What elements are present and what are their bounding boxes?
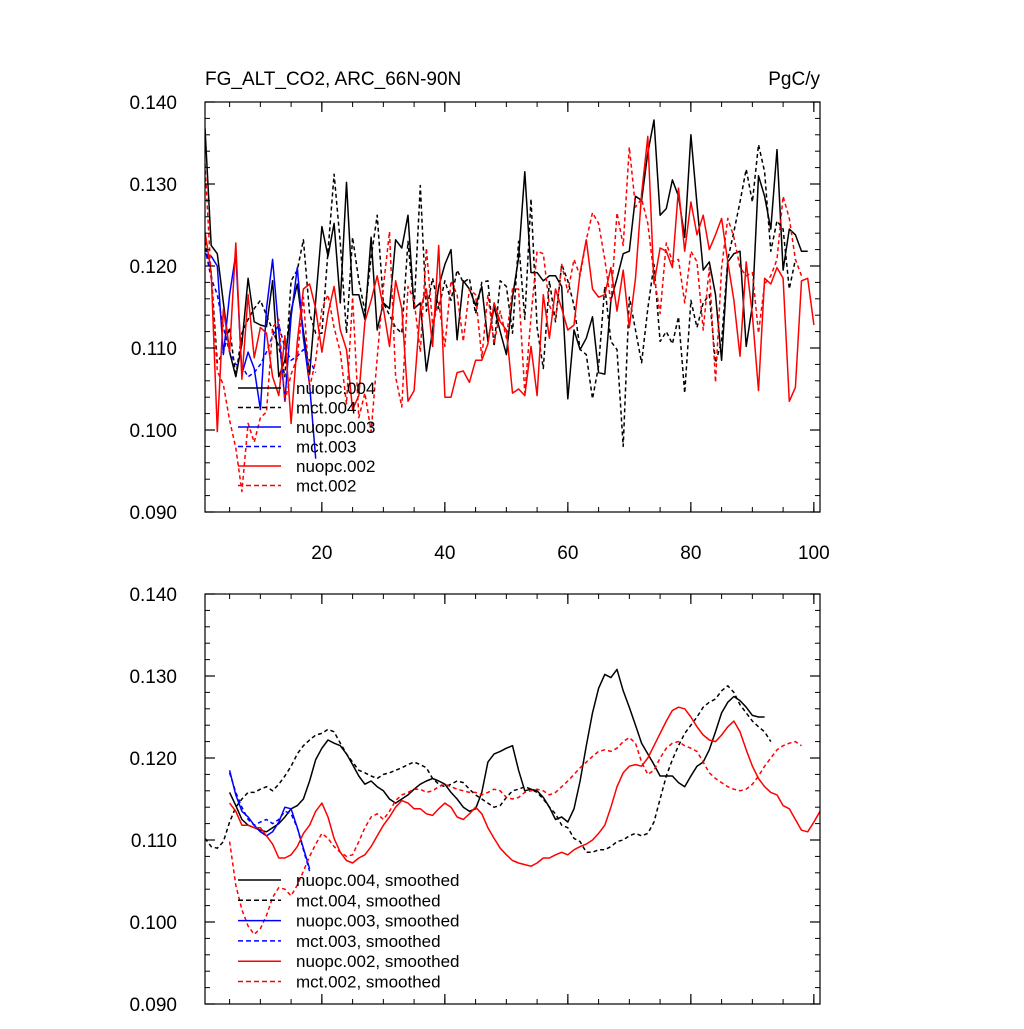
series-line-nuopc-003 (205, 252, 317, 459)
y-tick-label: 0.090 (129, 503, 177, 524)
y-tick-label: 0.090 (129, 995, 177, 1016)
legend-label: nuopc.003 (296, 418, 375, 437)
series-line-nuopc-002-smoothed (229, 706, 820, 867)
y-tick-label: 0.100 (129, 421, 177, 442)
chart-title-left: FG_ALT_CO2, ARC_66N-90N (205, 69, 461, 90)
y-tick-label: 0.110 (131, 831, 177, 852)
x-tick-label: 80 (680, 543, 701, 564)
y-tick-label: 0.120 (129, 257, 177, 278)
series-line-mct-002-smoothed (228, 736, 802, 936)
y-tick-label: 0.100 (129, 913, 177, 934)
legend-label: nuopc.002, smoothed (296, 952, 460, 971)
y-tick-label: 0.140 (129, 585, 177, 606)
bottom-panel: 0.090 0.100 0.110 0.120 0.130 0.140 nuopc.004,… (129, 585, 821, 1016)
series-line-mct-002 (205, 146, 803, 493)
series-line-mct-003-smoothed (228, 772, 311, 872)
y-tick-label: 0.110 (131, 339, 177, 360)
y-tick-label: 0.120 (129, 749, 177, 770)
legend-label: nuopc.002 (296, 457, 375, 476)
legend-label: mct.002, smoothed (296, 973, 441, 992)
series-line-nuopc-002 (205, 135, 815, 433)
legend-label: mct.004, smoothed (296, 891, 441, 910)
x-tick-label: 20 (311, 543, 332, 564)
legend-label: mct.002 (296, 477, 356, 496)
legend-label: mct.004 (296, 399, 356, 418)
x-tick-label: 60 (557, 543, 578, 564)
series-group (205, 668, 820, 936)
legend-label: nuopc.004 (296, 379, 375, 398)
series-line-mct-004 (205, 143, 797, 448)
legend-label: nuopc.004, smoothed (296, 871, 460, 890)
x-tick-label: 100 (798, 543, 830, 564)
legend-label: mct.003, smoothed (296, 932, 441, 951)
top-panel: 0.090 0.100 0.110 0.120 0.130 0.140 20 40 60 80 10… (129, 69, 829, 564)
chart-title-right: PgC/y (768, 69, 820, 90)
legend-label: nuopc.003, smoothed (296, 912, 460, 931)
legend-label: mct.003 (296, 438, 356, 457)
series-line-nuopc-004 (205, 119, 808, 400)
series-line-nuopc-004-smoothed (228, 668, 765, 833)
series-line-mct-004-smoothed (205, 685, 772, 854)
series-line-mct-003 (205, 247, 317, 378)
x-tick-label: 40 (434, 543, 455, 564)
y-tick-label: 0.130 (129, 667, 177, 688)
y-tick-label: 0.140 (129, 93, 177, 114)
legend: nuopc.004mct.004nuopc.003mct.003nuopc.00… (238, 379, 375, 496)
plot-frame (204, 593, 821, 1005)
y-tick-label: 0.130 (129, 175, 177, 196)
series-group (205, 119, 815, 493)
plot-frame (204, 101, 821, 513)
